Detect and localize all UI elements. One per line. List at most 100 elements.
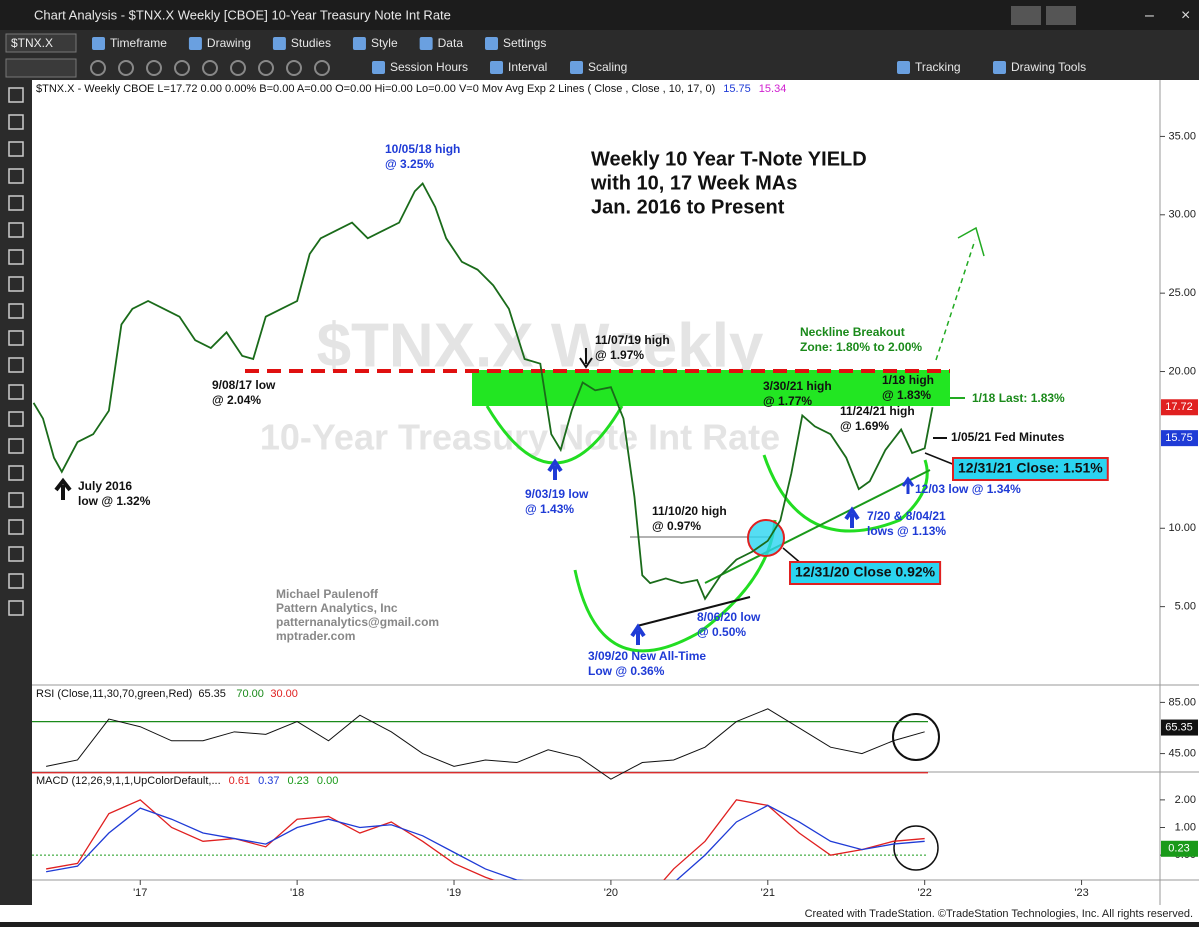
left-tool[interactable] — [8, 249, 24, 265]
toolbar-button[interactable]: Settings — [503, 36, 546, 50]
macd-line — [46, 799, 925, 880]
toolbar-icon[interactable] — [92, 37, 105, 50]
annotation-box — [789, 561, 942, 585]
status-ma: 15.75 — [723, 83, 751, 95]
projection — [935, 239, 976, 361]
annotation: 10/05/18 high — [385, 142, 460, 156]
left-tool[interactable] — [8, 519, 24, 535]
toolbar-button[interactable]: Scaling — [588, 60, 627, 74]
toolbar-button[interactable]: Drawing — [207, 36, 251, 50]
annotation-box — [952, 457, 1109, 481]
annotation: 9/03/19 low — [525, 487, 589, 501]
arrow — [630, 623, 646, 645]
interval-box[interactable] — [5, 58, 77, 78]
trendline — [636, 596, 751, 627]
y-tick-label: 35.00 — [1168, 130, 1196, 142]
x-tick-label: '22 — [918, 887, 932, 899]
left-tool[interactable] — [8, 357, 24, 373]
toolbar-icon[interactable] — [146, 60, 162, 76]
toolbar-icon[interactable] — [230, 60, 246, 76]
left-tool[interactable] — [8, 465, 24, 481]
toolbar-icon[interactable] — [314, 60, 330, 76]
left-tool[interactable] — [8, 168, 24, 184]
arrow — [579, 348, 593, 369]
toolbar-icon[interactable] — [272, 37, 286, 50]
annotation: Neckline Breakout — [800, 325, 905, 339]
status-ma: 15.34 — [759, 83, 787, 95]
left-tool[interactable] — [8, 303, 24, 319]
toolbar-button[interactable]: Session Hours — [390, 60, 468, 74]
ma-label: 15.75 — [1165, 432, 1193, 444]
annotation: July 2016 — [78, 479, 132, 493]
credit: patternanalytics@gmail.com — [276, 615, 439, 629]
annotation: lows @ 1.13% — [867, 524, 946, 538]
rsi-level-reading: 70.00 — [236, 688, 264, 700]
link-button[interactable] — [1011, 6, 1041, 25]
toolbar-button[interactable]: Interval — [508, 60, 547, 74]
headline: with 10, 17 Week MAs — [590, 172, 797, 194]
neckline-zone — [472, 370, 950, 406]
toolbar-icon[interactable] — [202, 60, 218, 76]
macd-current-box — [1161, 840, 1198, 857]
left-tool[interactable] — [8, 141, 24, 157]
left-tool[interactable] — [8, 411, 24, 427]
price-line — [32, 181, 934, 601]
annotation: 12/03 low @ 1.34% — [915, 482, 1021, 496]
left-tool[interactable] — [8, 87, 24, 103]
left-tool[interactable] — [8, 330, 24, 346]
toolbar-icon[interactable] — [570, 61, 583, 74]
toolbar-icon[interactable] — [372, 61, 385, 74]
toolbar-button[interactable]: Tracking — [915, 60, 961, 74]
left-tool[interactable] — [8, 438, 24, 454]
headline: Weekly 10 Year T-Note YIELD — [591, 148, 867, 170]
toolbar-icon[interactable] — [118, 60, 134, 76]
toolbar-icon[interactable] — [352, 37, 366, 50]
left-tool[interactable] — [8, 276, 24, 292]
toolbar-button[interactable]: Timeframe — [110, 36, 167, 50]
credit: Michael Paulenoff — [276, 587, 379, 601]
price-axis — [1160, 80, 1199, 905]
toolbar-button[interactable]: Data — [438, 36, 464, 50]
macd-current-label: 0.23 — [1168, 843, 1189, 855]
symbol-box[interactable] — [5, 33, 77, 53]
annotation: @ 1.97% — [595, 348, 644, 362]
toolbar-button[interactable]: Style — [371, 36, 398, 50]
left-tool[interactable] — [8, 114, 24, 130]
left-tool[interactable] — [8, 573, 24, 589]
arrow — [901, 476, 915, 494]
arrow — [844, 506, 860, 528]
close-icon[interactable]: × — [1181, 7, 1190, 24]
toolbar-icon[interactable] — [490, 61, 503, 74]
title-bar — [0, 0, 1199, 30]
symbol-input[interactable]: $TNX.X — [11, 36, 53, 50]
x-tick-label: '23 — [1074, 887, 1088, 899]
minimize-icon[interactable]: – — [1145, 7, 1154, 24]
window-menu-button[interactable] — [1046, 6, 1076, 25]
left-tool[interactable] — [8, 384, 24, 400]
rsi-current-label: 65.35 — [1165, 721, 1193, 733]
annotation: Low @ 0.36% — [588, 664, 665, 678]
toolbar-icon[interactable] — [897, 61, 910, 74]
toolbar-button[interactable]: Studies — [291, 36, 331, 50]
left-tool[interactable] — [8, 195, 24, 211]
toolbar-icon[interactable] — [90, 60, 106, 76]
toolbar-icon[interactable] — [258, 60, 274, 76]
window-title: Chart Analysis - $TNX.X Weekly [CBOE] 10… — [34, 7, 451, 22]
toolbar-icon[interactable] — [286, 60, 302, 76]
macd-reading: 0.37 — [258, 775, 279, 787]
arc — [573, 519, 777, 653]
left-tool[interactable] — [8, 546, 24, 562]
toolbar-icon[interactable] — [485, 37, 498, 50]
rsi-reading: 65.35 — [198, 688, 226, 700]
left-tool[interactable] — [8, 600, 24, 616]
left-tool[interactable] — [8, 492, 24, 508]
ma-box — [1161, 430, 1198, 447]
credit: Pattern Analytics, Inc — [276, 601, 398, 615]
toolbar-button[interactable]: Drawing Tools — [1011, 60, 1086, 74]
toolbar-icon[interactable] — [419, 37, 433, 50]
credit: mptrader.com — [276, 629, 355, 643]
toolbar-icon[interactable] — [993, 61, 1006, 74]
toolbar-icon[interactable] — [174, 60, 190, 76]
left-tool[interactable] — [8, 222, 24, 238]
toolbar-icon[interactable] — [188, 37, 202, 50]
